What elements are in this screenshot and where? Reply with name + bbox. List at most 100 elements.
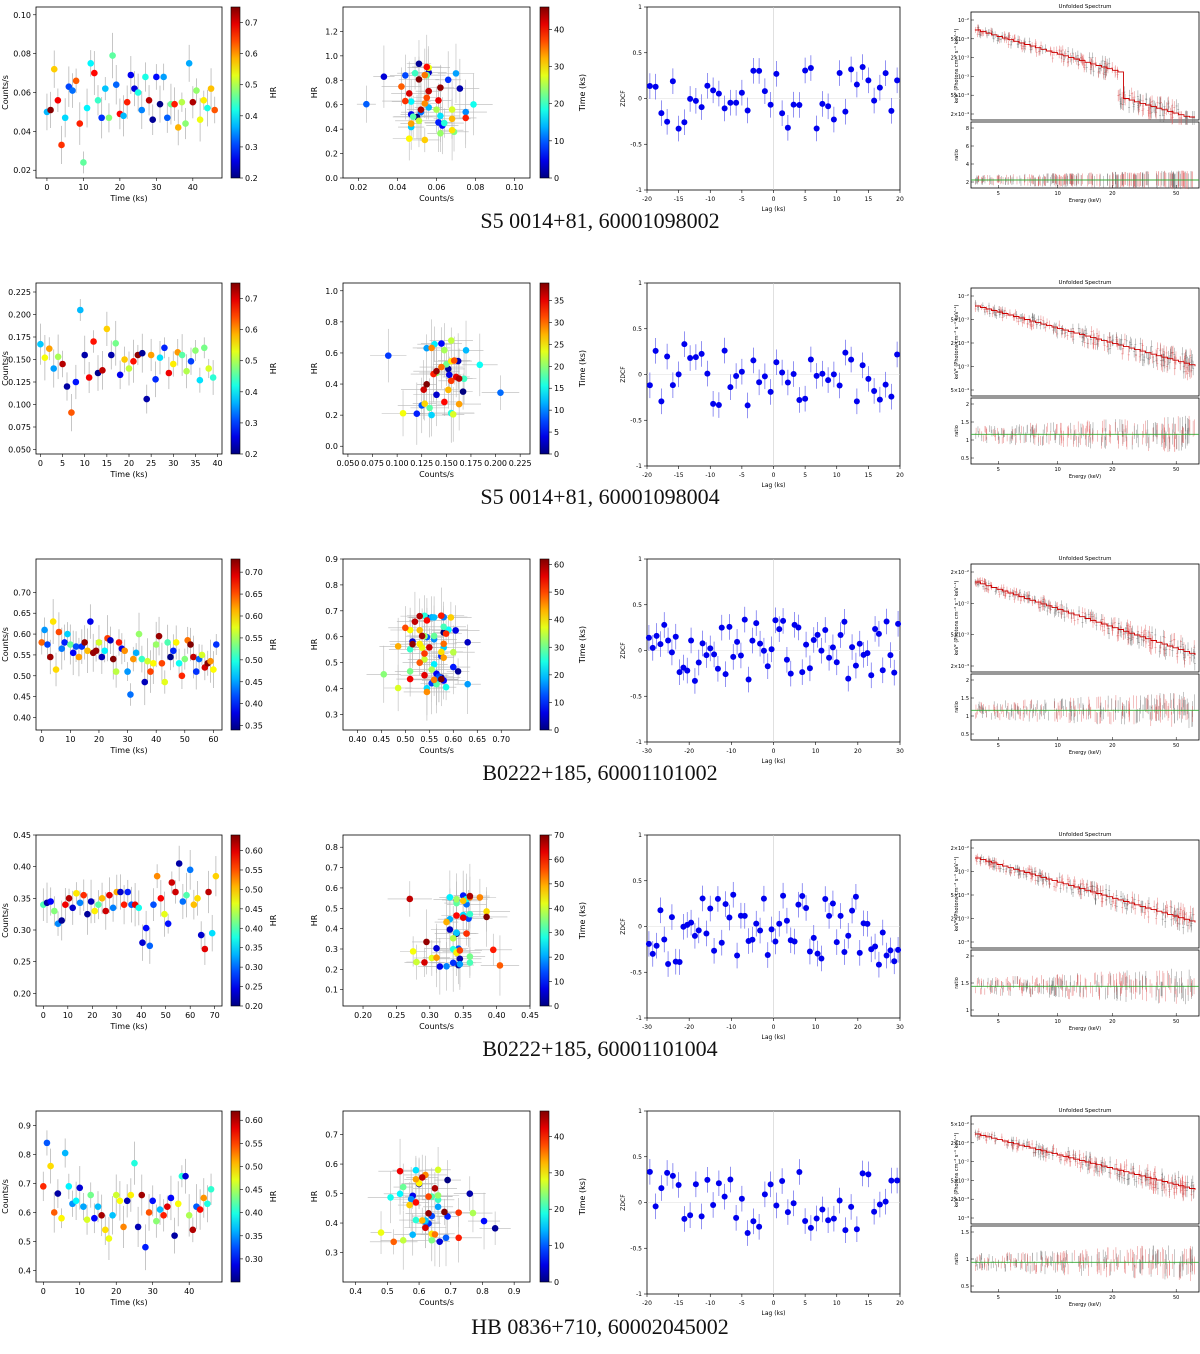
- time-colorbar-tick-label: 10: [554, 137, 564, 146]
- lightcurve-ytick-label: 0.20: [13, 989, 31, 998]
- time-colorbar-tick-label: 20: [554, 671, 564, 680]
- zdcf-point: [657, 907, 664, 914]
- lightcurve-ytick-label: 0.04: [13, 127, 31, 136]
- zdcf-ytick-label: -0.5: [630, 141, 642, 148]
- lightcurve-point: [95, 639, 103, 646]
- zdcf-xtick-label: -20: [684, 1024, 694, 1031]
- spectrum-title: Unfolded Spectrum: [1058, 4, 1111, 10]
- lightcurve-point: [179, 898, 187, 905]
- zdcf-point: [727, 384, 734, 391]
- time-colorbar: [539, 6, 550, 179]
- lightcurve-point: [174, 124, 182, 131]
- zdcf-point: [895, 946, 902, 953]
- hr-scatter-point: [483, 913, 490, 921]
- lightcurve-ytick-label: 0.200: [8, 311, 31, 320]
- hr-scatter-point: [444, 76, 452, 84]
- zdcf-point: [787, 670, 794, 677]
- zdcf-point: [776, 920, 783, 927]
- zdcf-point: [711, 947, 718, 954]
- lightcurve-point: [55, 628, 63, 636]
- lightcurve-point: [153, 872, 161, 880]
- lightcurve-point: [115, 639, 123, 646]
- hr-scatter-point: [428, 666, 436, 673]
- zdcf-ytick-label: -1: [636, 463, 642, 470]
- ratio-xtick-label: 50: [1173, 1019, 1179, 1025]
- spectrum-model-line: [975, 581, 1196, 656]
- zdcf-point: [653, 632, 660, 639]
- lightcurve-point: [81, 639, 88, 646]
- ratio-ytick-label: 1.5: [961, 981, 969, 987]
- lightcurve-point: [160, 73, 167, 81]
- hr-colorbar-tick-label: 0.55: [245, 866, 263, 875]
- zdcf-point: [818, 955, 825, 962]
- zdcf-point: [818, 647, 825, 654]
- zdcf-point: [691, 677, 698, 684]
- zdcf-point: [734, 952, 741, 959]
- lightcurve-xtick-label: 20: [87, 1011, 97, 1020]
- zdcf-point: [772, 617, 779, 624]
- hr-scatter-point: [489, 946, 497, 954]
- zdcf-point: [859, 362, 866, 369]
- lightcurve-point: [183, 367, 190, 375]
- hr-scatter-point: [442, 683, 450, 691]
- zdcf-ytick-label: 0: [638, 924, 642, 931]
- spectrum-ytick-label: 10⁻³: [958, 74, 969, 80]
- lightcurve-point: [156, 100, 164, 108]
- lightcurve-point: [91, 907, 99, 915]
- hr-scatter-xtick-label: 0.45: [521, 1011, 539, 1020]
- zdcf-point: [806, 948, 813, 955]
- hr-scatter-point: [423, 94, 431, 102]
- lightcurve-point: [65, 895, 73, 902]
- lightcurve-xtick-label: 0: [39, 735, 44, 744]
- lightcurve-point: [84, 910, 91, 918]
- lightcurve-point: [61, 1149, 69, 1157]
- zdcf-point: [887, 947, 894, 954]
- zdcf-point: [868, 672, 875, 679]
- spectrum-model-line: [975, 305, 1196, 367]
- hr-scatter-point: [476, 361, 484, 369]
- zdcf-point: [819, 100, 826, 107]
- hr-scatter-point: [438, 340, 445, 347]
- zdcf-point: [826, 912, 833, 919]
- zdcf-xtick-label: 5: [803, 472, 807, 479]
- zdcf-point: [802, 67, 809, 74]
- hr-scatter-point: [428, 954, 436, 962]
- hr-scatter-point: [453, 896, 460, 903]
- time-colorbar-label: Time (ks): [578, 626, 587, 664]
- hr-scatter-xtick-label: 0.10: [506, 183, 524, 192]
- time-colorbar-tick-label: 35: [554, 297, 564, 306]
- lightcurve-xtick-label: 0: [44, 183, 49, 192]
- lightcurve-point: [172, 888, 179, 896]
- lightcurve-point: [142, 73, 149, 81]
- lightcurve-xtick-label: 40: [151, 735, 161, 744]
- hr-colorbar-tick-label: 0.35: [245, 944, 263, 953]
- lightcurve-ytick-label: 0.10: [13, 11, 31, 20]
- lightcurve-ytick-label: 0.60: [13, 630, 31, 639]
- zdcf-point: [657, 641, 664, 648]
- lightcurve-point: [76, 899, 84, 907]
- zdcf-point: [848, 66, 855, 73]
- time-colorbar-tick-label: 30: [554, 643, 564, 652]
- hr-scatter-point: [433, 367, 440, 375]
- zdcf-xtick-label: -20: [642, 472, 652, 479]
- lightcurve-point: [72, 378, 80, 386]
- zdcf-point: [795, 624, 802, 631]
- spectrum-ytick-label: 2×10⁻³: [951, 917, 969, 923]
- hr-scatter-point: [442, 630, 450, 637]
- ratio-axes: [970, 397, 1200, 465]
- spectrum-ytick-label: 2×10⁻²: [951, 846, 969, 852]
- spectrum-xlabel: Energy (keV): [1069, 198, 1101, 204]
- zdcf-point: [836, 70, 843, 77]
- hr-colorbar-tick-label: 0.2: [245, 174, 258, 183]
- time-colorbar-tick-label: 5: [554, 428, 559, 437]
- hr-scatter-point: [445, 371, 453, 379]
- lightcurve-xtick-label: 30: [151, 183, 161, 192]
- hr-scatter-point: [380, 73, 388, 81]
- hr-scatter-point: [407, 98, 415, 105]
- time-colorbar-tick-label: 40: [554, 25, 564, 34]
- hr-scatter-ytick-label: 1.0: [325, 287, 338, 296]
- hr-colorbar-tick-label: 0.7: [245, 295, 258, 304]
- hr-scatter-point: [437, 648, 445, 656]
- zdcf-ylabel: ZDCF: [620, 642, 627, 659]
- zdcf-point: [836, 382, 843, 389]
